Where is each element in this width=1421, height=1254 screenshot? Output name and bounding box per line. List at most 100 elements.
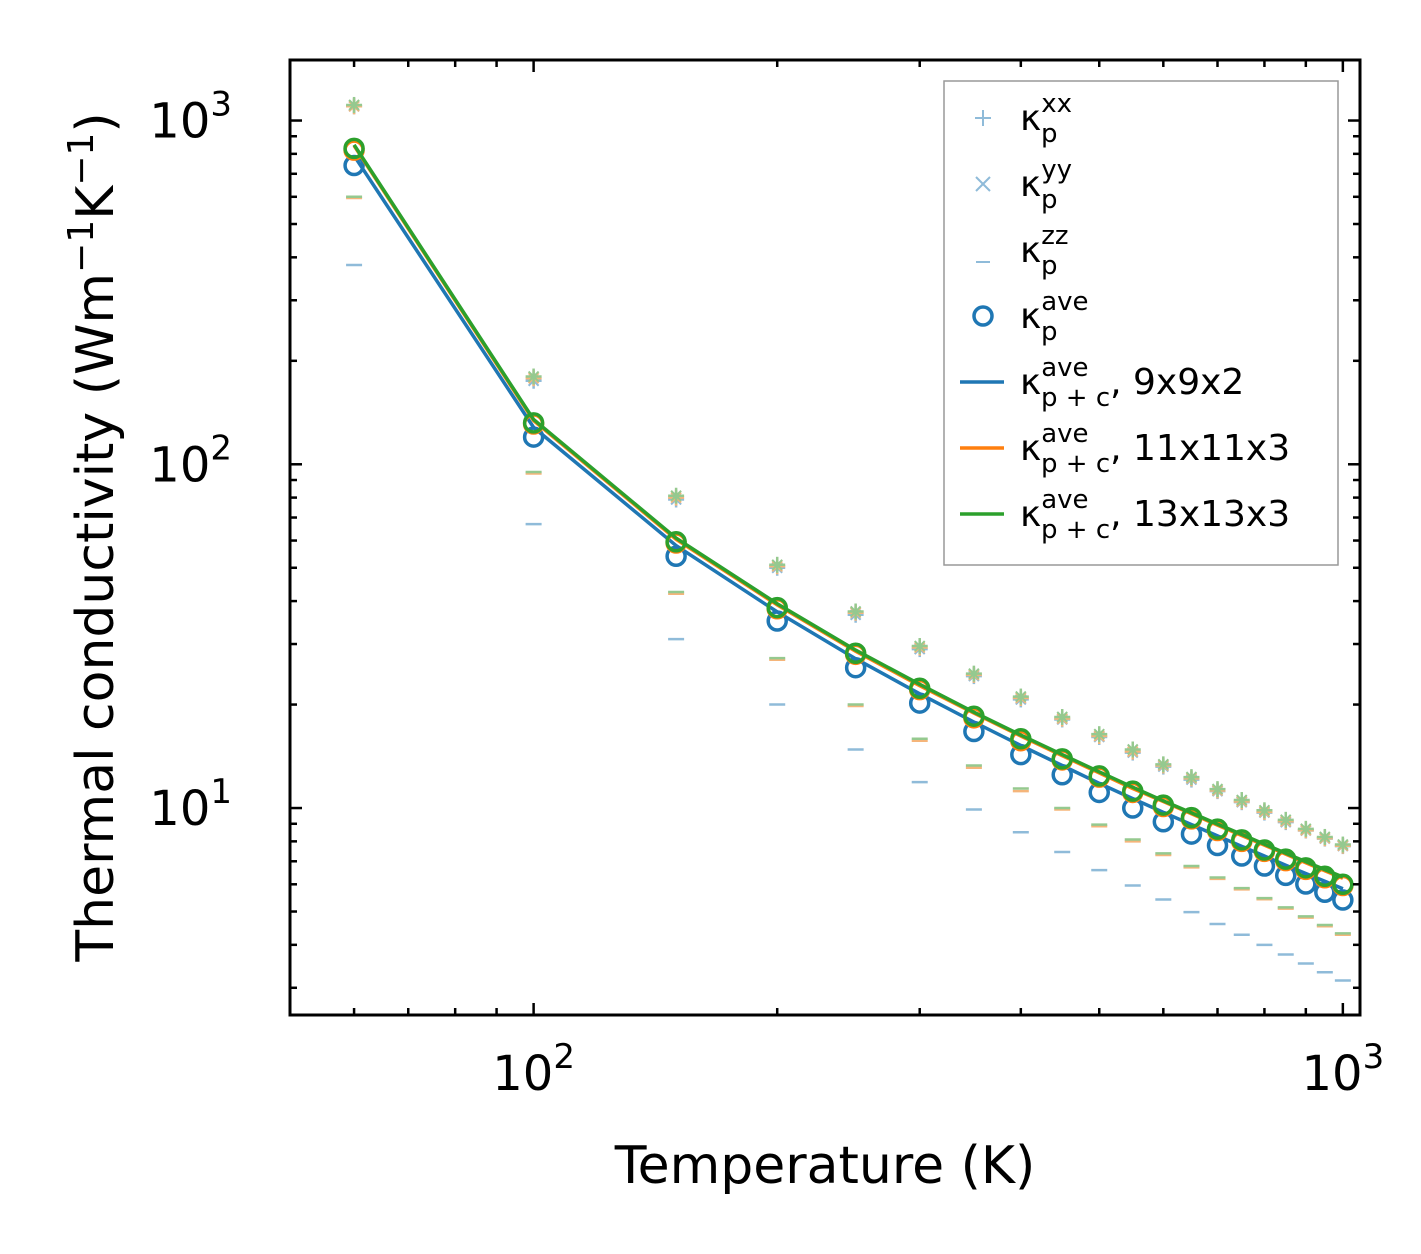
legend-sub: p — [1041, 317, 1058, 347]
kave-point — [1295, 857, 1317, 879]
x-tick-label-base: 10 — [492, 1046, 553, 1102]
legend-label: κzz p — [1020, 221, 1069, 281]
legend-cross-marker-b — [975, 176, 991, 192]
kave-point — [1230, 845, 1253, 867]
legend-symbol: κ — [1020, 296, 1041, 337]
kyy-point — [1127, 743, 1139, 756]
legend-entry: κave p — [972, 287, 1089, 347]
legend-sup: xx — [1041, 89, 1072, 119]
kyy-point-b — [1157, 758, 1170, 771]
kave-point — [908, 692, 931, 714]
kyy-point — [348, 99, 360, 111]
legend-box — [943, 80, 1339, 566]
kyy-point — [1211, 783, 1224, 795]
y-tick-label-base: 10 — [149, 94, 210, 150]
kave-point — [1152, 794, 1175, 816]
kyy-point-b — [527, 370, 540, 383]
kyy-point-b — [1319, 831, 1331, 843]
kyy-point-b — [1015, 690, 1027, 703]
legend-sup: yy — [1041, 155, 1072, 185]
kyy-point-b — [1056, 711, 1068, 723]
y-tick-label-exp: 2 — [210, 428, 232, 468]
kyy-point — [1056, 711, 1068, 723]
kyy-point-b — [1236, 794, 1248, 806]
kyy-point — [1319, 831, 1331, 843]
kyy-point-b — [1280, 814, 1292, 826]
legend-entry: κxx p — [975, 89, 1072, 149]
legend-sub: p + c — [1041, 449, 1110, 479]
kave-point — [1121, 780, 1144, 802]
kyy-point-b — [771, 559, 783, 571]
legend-symbol: κ — [1020, 428, 1041, 469]
kyy-point — [914, 640, 926, 652]
kyy-point — [1337, 838, 1349, 851]
legend-suffix: , 13x13x3 — [1110, 494, 1290, 535]
kave-point — [1314, 865, 1336, 888]
kyy-point-b — [1211, 783, 1224, 795]
legend-label: κave p — [1020, 287, 1089, 347]
y-tick-label-base: 10 — [149, 437, 210, 493]
kave-point — [766, 596, 788, 619]
y-tick-label-base: 10 — [149, 781, 210, 837]
kave-point — [844, 642, 867, 665]
kyy-point — [1157, 758, 1170, 771]
kyy-point-b — [670, 490, 682, 502]
kyy-point — [1258, 804, 1271, 817]
series-13x13x3 — [346, 96, 1351, 935]
legend-sup: ave — [1041, 485, 1088, 515]
kyy-point — [527, 370, 540, 383]
legend-entry: κyy p — [975, 155, 1072, 215]
kave-point — [1088, 765, 1110, 787]
series-13x13x3-main — [343, 137, 1354, 896]
kave-point — [1274, 848, 1297, 870]
x-axis-label: Temperature (K) — [614, 1136, 1036, 1196]
kyy-point-b — [968, 667, 980, 680]
kyy-point — [1236, 794, 1248, 806]
plot-frame — [288, 58, 1362, 1017]
kyy-point-b — [1337, 838, 1349, 851]
kyy-point — [771, 559, 783, 571]
legend-entry: κave p + c, 11x11x3 — [960, 419, 1290, 479]
kave-point — [1295, 873, 1317, 895]
kave-point — [1051, 748, 1073, 770]
kyy-point-b — [914, 640, 926, 652]
kyy-point-b — [1127, 743, 1139, 756]
x-tick-label-exp: 3 — [1363, 1037, 1385, 1077]
legend-sub: p + c — [1041, 383, 1110, 413]
kave-point — [844, 656, 867, 679]
kyy-point-b — [348, 99, 360, 111]
legend-sup: zz — [1041, 221, 1068, 251]
legend-plus-marker — [975, 110, 991, 126]
kyy-point — [1185, 771, 1198, 783]
legend-suffix: , 9x9x2 — [1110, 362, 1244, 403]
x-tick-label: 103 — [1301, 1037, 1384, 1102]
legend-sup: ave — [1041, 353, 1088, 383]
kave-point — [1274, 864, 1297, 887]
kave-point — [522, 426, 545, 448]
kave-point — [1010, 728, 1032, 750]
kave-point — [1230, 829, 1253, 851]
legend-sub: p + c — [1041, 515, 1110, 545]
kave-point — [1332, 889, 1354, 911]
x-tick-label: 102 — [492, 1037, 575, 1102]
legend-sup: ave — [1041, 287, 1088, 317]
kave-point — [1253, 839, 1276, 861]
legend-sub: p — [1041, 119, 1058, 149]
kyy-point-b — [1185, 771, 1198, 783]
kave-point — [1314, 881, 1336, 903]
x-tick-label-base: 10 — [1301, 1046, 1362, 1102]
kpc-line — [352, 154, 1344, 891]
legend-symbol: κ — [1020, 362, 1041, 403]
x-tick-label-exp: 2 — [553, 1037, 575, 1077]
kyy-point-b — [1300, 823, 1312, 835]
kyy-point — [670, 490, 682, 502]
kave-point — [963, 705, 985, 727]
legend-entry: κzz p — [976, 221, 1069, 281]
kyy-point — [1015, 690, 1027, 703]
kave-point — [665, 531, 687, 553]
kyy-point-b — [849, 605, 862, 618]
y-tick-label-exp: 3 — [210, 85, 232, 125]
